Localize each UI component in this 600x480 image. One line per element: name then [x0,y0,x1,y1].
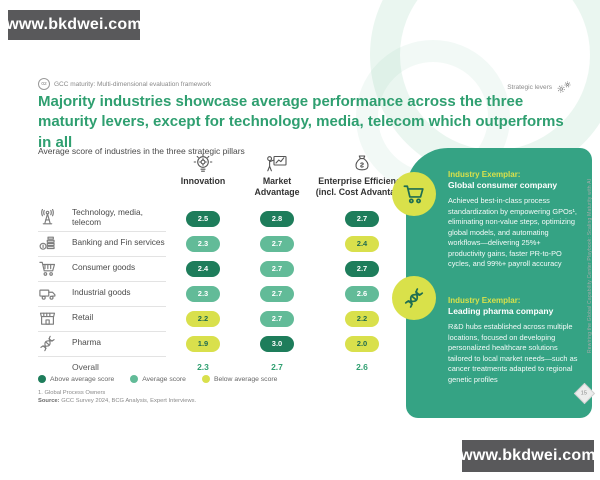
score-pill: 2.8 [260,210,294,227]
score-pill: 2.3 [186,235,220,252]
corner-label: Strategic levers [507,83,552,91]
legend-dot-below [201,375,210,383]
overall-row: Overall 2.3 2.7 2.6 [38,356,410,378]
score-pill: 1.9 [186,335,220,352]
slide-eyebrow: 02 GCC maturity: Multi-dimensional evalu… [38,78,211,90]
legend-item-above: Above average score [38,375,114,383]
legend: Above average score Average score Below … [38,375,277,383]
watermark-top-left: www.bkdwei.com [6,10,142,40]
presenter-chart-icon [240,152,314,176]
industry-label: Technology, media, telecom [72,206,166,232]
table-row: Pharma 1.9 3.0 2.0 [38,331,410,357]
page-number: 15 [581,390,588,397]
exemplar-label: Industry Exemplar: [448,170,521,179]
score-pill: 2.0 [345,335,379,352]
watermark-bottom-right: www.bkdwei.com [460,440,596,472]
cart-icon [38,256,72,282]
score-pill: 2.5 [186,210,220,227]
footnote-source-label: Source: [38,398,60,405]
page-title: Majority industries showcase average per… [38,93,564,151]
money-bag-icon [314,152,410,176]
table-row: Consumer goods 2.4 2.7 2.7 [38,256,410,282]
dna-icon [38,331,72,357]
footnote-source: Source: GCC Survey 2024, BCG Analysis, E… [38,397,196,405]
exemplar-body: R&D hubs established across multiple loc… [448,322,578,384]
table-row: Industrial goods 2.3 2.7 2.6 [38,281,410,307]
eyebrow-label: GCC maturity: Multi-dimensional evaluati… [54,80,212,88]
antenna-icon [38,206,72,232]
score-pill: 2.2 [345,310,379,327]
column-icons-row [38,152,410,176]
overall-market-score: 2.7 [271,362,283,372]
overall-label: Overall [72,362,99,372]
legend-label: Average score [142,375,186,383]
exemplar-company: Global consumer company [448,180,558,191]
column-header-market-advantage: Market Advantage [254,176,300,197]
gears-icon [556,80,572,94]
chart-subtitle: Average score of industries in the three… [38,146,245,156]
footnote: 1. Global Process Owners Source: GCC Sur… [38,389,196,406]
table-row: Retail 2.2 2.7 2.2 [38,306,410,332]
legend-item-average: Average score [130,375,186,383]
industry-label: Consumer goods [72,256,166,282]
score-pill: 2.7 [260,235,294,252]
score-pill: 2.4 [345,235,379,252]
coins-icon [38,231,72,257]
industry-label: Banking and Fin services [72,231,166,257]
column-headers-row: Innovation Market Advantage Enterprise E… [38,176,410,204]
score-table: Innovation Market Advantage Enterprise E… [38,152,410,378]
exemplar-pharma: Industry Exemplar: Leading pharma compan… [448,296,578,385]
exemplar-consumer: Industry Exemplar: Global consumer compa… [448,170,578,270]
score-pill: 2.7 [260,260,294,277]
exemplar-company: Leading pharma company [448,306,554,317]
industry-label: Pharma [72,331,166,357]
legend-label: Above average score [50,375,115,383]
footnote-note: 1. Global Process Owners [38,390,106,396]
legend-dot-average [130,375,139,383]
exemplar-label: Industry Exemplar: [448,296,521,305]
legend-item-below: Below average score [201,375,278,383]
score-pill: 2.7 [345,260,379,277]
overall-efficiency-score: 2.6 [356,362,368,372]
lightbulb-gear-icon [166,152,240,176]
exemplar-dna-badge [392,276,436,320]
exemplar-cart-badge [392,172,436,216]
industry-label: Retail [72,306,166,332]
score-pill: 3.0 [260,335,294,352]
score-pill: 2.7 [260,285,294,302]
industry-exemplar-panel: Industry Exemplar: Global consumer compa… [392,148,592,418]
slide-number-badge: 02 [38,78,50,90]
report-title-vertical: Rewiring the Global Capability Center Pl… [587,178,593,354]
legend-dot-above [38,375,46,383]
score-pill: 2.7 [345,210,379,227]
storefront-icon [38,306,72,332]
truck-icon [38,281,72,307]
score-pill: 2.3 [186,285,220,302]
table-row: Banking and Fin services 2.3 2.7 2.4 [38,231,410,257]
score-pill: 2.6 [345,285,379,302]
score-pill: 2.4 [186,260,220,277]
table-row: Technology, media, telecom 2.5 2.8 2.7 [38,206,410,232]
column-header-enterprise-efficiency: Enterprise Efficiency (incl. Cost Advant… [315,176,409,197]
column-header-innovation: Innovation [180,176,226,186]
score-pill: 2.2 [186,310,220,327]
score-pill: 2.7 [260,310,294,327]
industry-label: Industrial goods [72,281,166,307]
overall-innovation-score: 2.3 [197,362,209,372]
footnote-source-text: GCC Survey 2024, BCG Analysis, Expert In… [59,398,197,405]
exemplar-body: Achieved best-in-class process standardi… [448,196,577,269]
strategic-levers-tag: Strategic levers [507,80,572,94]
legend-label: Below average score [213,375,278,383]
